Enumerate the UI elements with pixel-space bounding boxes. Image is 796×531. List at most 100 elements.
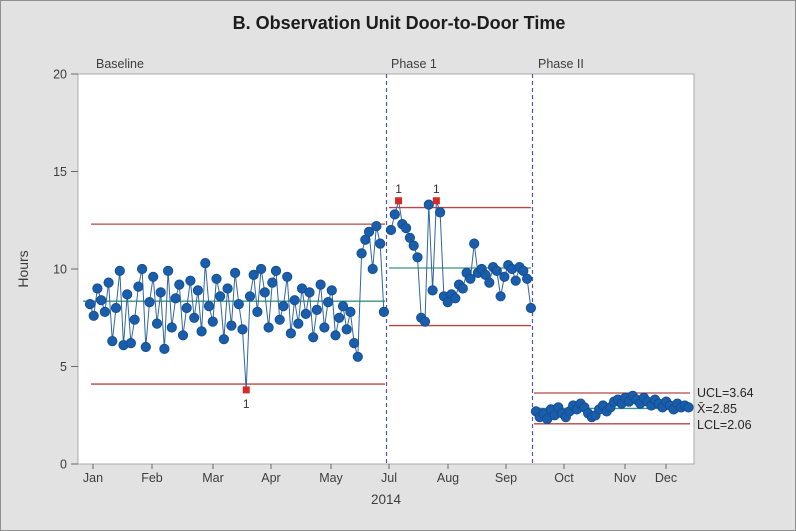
data-point [378,306,389,317]
data-point [99,306,111,317]
data-point [192,285,203,296]
data-point [510,275,521,286]
data-point [274,314,285,325]
x-axis-year-label: 2014 [371,492,402,507]
data-point [363,226,375,237]
data-layer: 0 5 10 15 20 Jan Feb Mar Apr May Jul Aug Sep Oct Nov De… [53,68,694,485]
data-point [137,263,148,275]
data-point [248,269,259,280]
data-point [434,207,446,218]
out-of-control-point [242,386,250,394]
data-point [237,324,248,335]
data-point [326,285,337,296]
data-point [367,263,378,275]
x-tick-label: Feb [141,471,163,485]
ucl-annotation: UCL=3.64 [697,386,754,400]
data-point [159,343,170,354]
data-point [465,273,476,284]
data-point [371,221,382,232]
x-tick-label: Sep [495,471,517,485]
data-point [385,224,397,236]
data-point [166,322,177,333]
data-point [226,320,237,331]
data-point [263,322,274,333]
data-point [144,296,155,308]
data-point [375,238,386,249]
y-tick-label: 0 [60,458,67,472]
data-point [148,271,159,282]
data-point [427,285,438,296]
data-point [337,300,349,312]
data-point [683,402,694,413]
x-tick-label: Jul [381,471,397,485]
data-point [200,257,211,269]
data-point [423,199,434,210]
data-point [270,265,282,276]
data-point [304,287,315,298]
data-point [203,300,215,312]
data-point [230,267,241,278]
out-of-control-point [432,197,440,205]
data-point [129,314,140,325]
data-point [408,240,419,251]
data-point [151,318,163,329]
data-point [170,293,181,304]
data-point [267,277,278,288]
data-point [499,271,510,282]
data-point [196,326,207,337]
x-tick-label: Mar [202,471,224,485]
data-point [285,328,296,339]
data-point [289,295,300,306]
data-point [521,273,533,284]
data-point [207,316,218,327]
data-point [88,310,99,321]
data-point [233,298,244,310]
data-point [110,302,122,314]
data-point [308,332,319,343]
data-point [140,341,151,353]
data-point [412,252,423,263]
data-point [256,263,267,275]
y-tick-label: 10 [53,263,67,277]
data-point [215,291,226,302]
data-point [334,312,345,323]
data-point [181,302,192,314]
lcl-annotation: LCL=2.06 [697,418,752,432]
y-axis-title: Hours [15,250,31,287]
data-point [356,248,367,259]
data-point [174,279,185,290]
data-point [311,304,322,315]
x-tick-label: Nov [614,471,637,485]
data-point [495,291,506,302]
data-point [322,296,334,308]
x-tick-label: May [319,471,343,485]
data-point [330,330,341,341]
phase-label-phase1: Phase 1 [391,57,437,71]
x-tick-label: Apr [261,471,280,485]
data-point [244,291,256,302]
data-point [319,322,330,333]
data-point [389,209,400,220]
mean-annotation: X̄=2.85 [697,402,737,416]
data-point [92,283,103,294]
out-of-control-flag: 1 [243,397,250,411]
data-point [525,302,537,314]
phase-label-baseline: Baseline [96,57,144,71]
data-point [484,277,495,288]
data-point [450,293,461,304]
x-tick-label: Aug [437,471,459,485]
data-point [222,283,233,294]
phase-label-phase2: Phase II [538,57,584,71]
chart-title: B. Observation Unit Door-to-Door Time [233,13,566,33]
data-point [107,335,118,347]
data-point [133,281,144,292]
data-point [315,279,326,290]
data-point [282,271,293,282]
data-point [185,275,196,286]
data-point [122,289,133,300]
y-tick-label: 15 [53,165,67,179]
data-point [155,287,166,298]
data-point [300,308,311,319]
